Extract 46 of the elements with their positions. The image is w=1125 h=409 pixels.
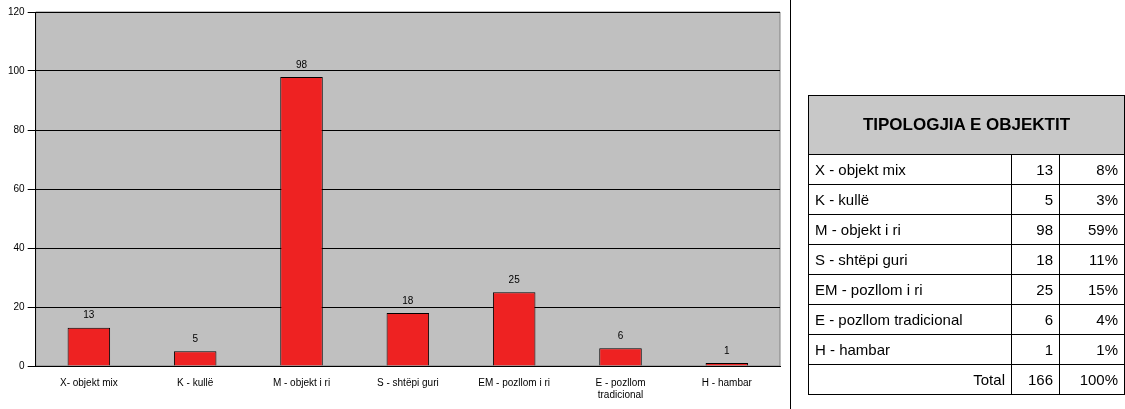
y-tick-label: 80	[13, 123, 26, 135]
category-label: E - pozllom tradicional	[808, 304, 1012, 335]
data-label: 6	[617, 330, 624, 342]
category-label: X - objekt mix	[808, 154, 1012, 185]
x-tick-label: EM - pozllom i ri	[478, 376, 551, 388]
category-label: EM - pozllom i ri	[808, 274, 1012, 305]
data-label: 1	[724, 344, 731, 356]
text: 25	[1011, 274, 1060, 305]
x-tick-label: S - shtëpi guri	[376, 376, 439, 388]
text: 98	[1011, 214, 1060, 245]
text: 5	[1011, 184, 1060, 215]
text: 100%	[1059, 364, 1125, 395]
y-tick-label: 0	[19, 359, 26, 371]
text: 11%	[1059, 244, 1125, 275]
text: 3%	[1059, 184, 1125, 215]
text: 13	[1011, 154, 1060, 185]
x-tick-label: X- objekt mix	[59, 376, 118, 388]
category-label: H - hambar	[808, 334, 1012, 365]
category-label: M - objekt i ri	[808, 214, 1012, 245]
y-tick-label: 100	[8, 64, 26, 76]
y-tick-label: 120	[8, 5, 26, 17]
x-tick-label: K - kullë	[177, 376, 214, 388]
x-tick-label: H - hambar	[701, 376, 753, 388]
x-tick-label: E - pozllom tradicional	[595, 376, 646, 400]
data-label: 18	[402, 294, 414, 306]
text: 6	[1011, 304, 1060, 335]
text: 166	[1011, 364, 1060, 395]
text: 1	[1011, 334, 1060, 365]
category-label: S - shtëpi guri	[808, 244, 1012, 275]
y-tick-label: 20	[13, 300, 26, 312]
text: 4%	[1059, 304, 1125, 335]
data-label: 5	[192, 333, 199, 344]
text: 8%	[1059, 154, 1125, 185]
data-label: 13	[83, 309, 95, 321]
text: Total	[808, 364, 1012, 395]
data-label: 25	[508, 274, 521, 285]
text: 18	[1011, 244, 1060, 275]
x-tick-label: M - objekt i ri	[272, 376, 331, 388]
text: 59%	[1059, 214, 1125, 245]
category-label: K - kullë	[808, 184, 1012, 215]
text: 15%	[1059, 274, 1125, 305]
text: TIPOLOGJIA E OBJEKTIT	[808, 95, 1125, 155]
y-tick-label: 60	[13, 182, 26, 194]
text: 1%	[1059, 334, 1125, 365]
y-tick-label: 40	[13, 241, 26, 253]
data-label: 98	[295, 58, 308, 70]
